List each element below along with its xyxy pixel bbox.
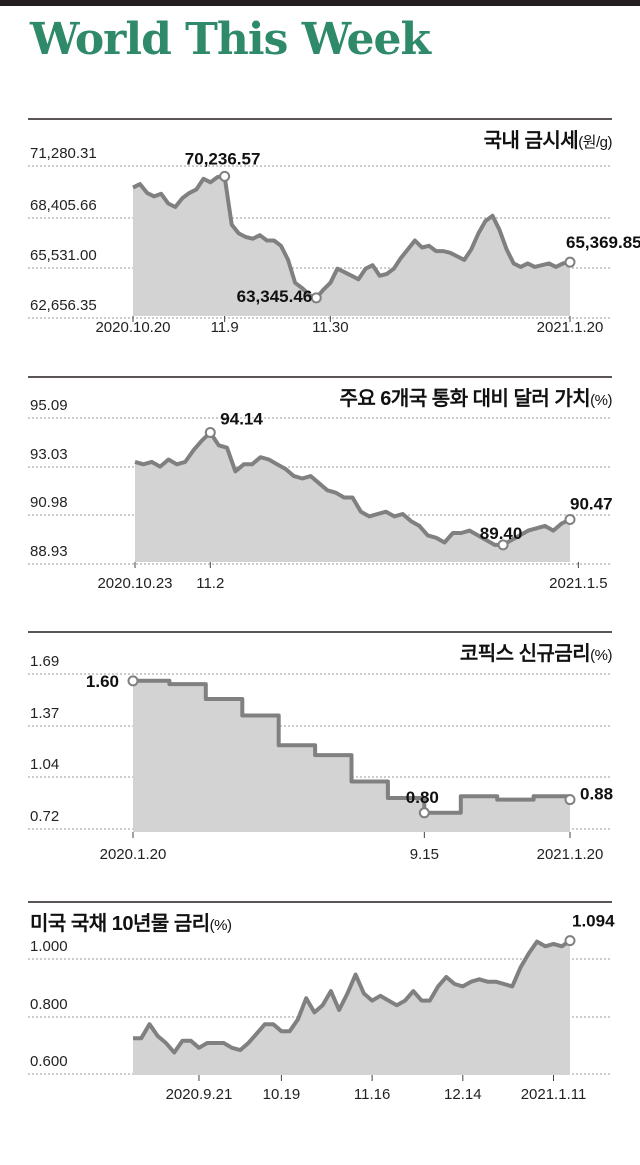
- annotation-marker: [127, 675, 139, 687]
- annotation-marker: [310, 292, 322, 304]
- series-area: [133, 176, 570, 316]
- dollar-index-chart: 95.09 93.03 90.98 88.93 2020.10.23 11.2 2021.1…: [28, 376, 640, 592]
- data-label: 63,345.46: [237, 287, 313, 306]
- chart-panel-treasury: 미국 국채 10년물 금리(%) 1.000 0.800 0.600 2020.9.2…: [0, 901, 640, 1113]
- y-tick-label: 1.69: [30, 653, 59, 670]
- treasury-yield-chart: 1.000 0.800 0.600 2020.9.21 10.19 11.16 12.14 2…: [28, 901, 615, 1103]
- x-tick-label: 9.15: [410, 846, 439, 863]
- chart-unit: (%): [590, 392, 612, 409]
- x-tick-label: 11.30: [312, 319, 348, 336]
- page-title: World This Week: [30, 14, 431, 65]
- chart-panel-dollar: 주요 6개국 통화 대비 달러 가치(%) 95.09 93.03 90.98 88.…: [0, 376, 640, 604]
- y-tick-label: 62,656.35: [30, 297, 97, 314]
- chart-title-text: 미국 국채 10년물 금리: [30, 913, 210, 935]
- annotation-marker: [564, 794, 576, 806]
- y-tick-label: 1.000: [30, 938, 68, 955]
- x-tick-label: 2021.1.20: [537, 846, 604, 863]
- y-tick-label: 0.72: [30, 808, 59, 825]
- x-tick-label: 11.2: [196, 575, 224, 592]
- x-tick-label: 11.9: [211, 319, 239, 336]
- y-tick-label: 0.800: [30, 996, 68, 1013]
- y-tick-label: 93.03: [30, 446, 68, 463]
- x-tick-label: 2021.1.11: [521, 1086, 587, 1103]
- y-tick-label: 65,531.00: [30, 247, 97, 264]
- chart-title-gold: 국내 금시세(원/g): [483, 124, 613, 153]
- x-tick-label: 2020.9.21: [166, 1086, 233, 1103]
- chart-title-text: 국내 금시세: [483, 130, 579, 152]
- chart-panel-cofix: 코픽스 신규금리(%) 1.69 1.37 1.04 0.72 2020.1.20 9.1…: [0, 631, 640, 867]
- annotation-marker: [219, 170, 231, 182]
- top-rule: [0, 0, 640, 6]
- annotation-marker: [564, 514, 576, 525]
- x-tick-label: 12.14: [444, 1086, 482, 1103]
- data-label: 89.40: [480, 524, 523, 543]
- x-tick-label: 2020.10.23: [97, 575, 172, 592]
- data-label: 65,369.85: [566, 233, 640, 252]
- chart-unit: (원/g): [578, 134, 612, 151]
- series-line: [133, 678, 572, 815]
- y-tick-label: 1.37: [30, 705, 59, 722]
- data-label: 1.094: [572, 912, 615, 931]
- y-tick-label: 1.04: [30, 756, 59, 773]
- series-area: [133, 940, 570, 1075]
- x-tick-label: 10.19: [263, 1086, 301, 1103]
- x-tick-label: 11.16: [354, 1086, 390, 1103]
- cofix-rate-chart: 1.69 1.37 1.04 0.72 2020.1.20 9.15 2021.1.20 1.…: [28, 631, 613, 863]
- series-line: [132, 174, 571, 300]
- data-label: 70,236.57: [185, 149, 261, 168]
- chart-title-cofix: 코픽스 신규금리(%): [459, 637, 613, 666]
- x-tick-label: 2021.1.5: [549, 575, 607, 592]
- annotation-marker: [564, 256, 576, 268]
- chart-title-text: 주요 6개국 통화 대비 달러 가치: [339, 388, 591, 410]
- data-label: 90.47: [570, 495, 613, 514]
- chart-title-text: 코픽스 신규금리: [459, 643, 591, 665]
- data-label: 94.14: [220, 410, 263, 429]
- chart-unit: (%): [590, 647, 612, 664]
- series-line: [133, 938, 572, 1055]
- annotation-marker: [564, 935, 576, 947]
- x-tick-label: 2021.1.20: [537, 319, 604, 336]
- annotation-marker: [204, 427, 216, 439]
- annotation-marker: [418, 807, 430, 819]
- data-label: 1.60: [86, 672, 119, 691]
- y-tick-label: 95.09: [30, 397, 68, 414]
- y-tick-label: 0.600: [30, 1053, 68, 1070]
- x-tick-label: 2020.1.20: [100, 846, 167, 863]
- y-tick-label: 71,280.31: [30, 145, 97, 162]
- chart-panel-gold: 국내 금시세(원/g) 71,280.31 68,405.66 65,531.00 6…: [0, 118, 640, 350]
- gold-price-chart: 71,280.31 68,405.66 65,531.00 62,656.35 2020…: [28, 118, 640, 336]
- chart-unit: (%): [209, 917, 232, 934]
- annotation-marker: [497, 539, 509, 551]
- chart-title-treasury: 미국 국채 10년물 금리(%): [30, 907, 232, 936]
- data-label: 0.80: [406, 788, 439, 807]
- x-tick-label: 2020.10.20: [95, 319, 170, 336]
- y-tick-label: 88.93: [30, 543, 68, 560]
- data-label: 0.88: [580, 785, 613, 804]
- y-tick-label: 90.98: [30, 494, 68, 511]
- chart-title-dollar: 주요 6개국 통화 대비 달러 가치(%): [339, 382, 612, 411]
- y-tick-label: 68,405.66: [30, 197, 97, 214]
